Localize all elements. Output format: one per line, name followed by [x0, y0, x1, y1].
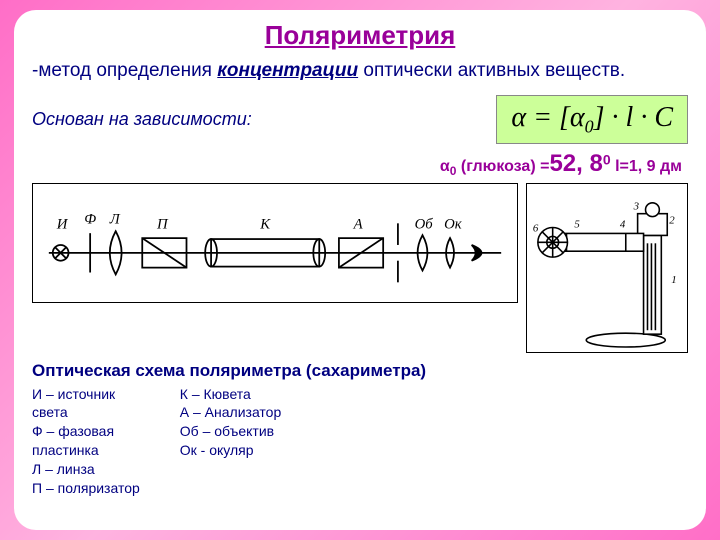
f-sub0: 0: [585, 116, 594, 136]
c-glucose: (глюкоза) =: [456, 158, 549, 175]
svg-text:А: А: [353, 216, 364, 232]
def-prefix: -метод определения: [32, 60, 217, 81]
svg-text:Ок: Ок: [444, 216, 462, 232]
svg-text:6: 6: [533, 222, 539, 234]
slide-title: Поляриметрия: [32, 20, 688, 51]
svg-text:Л: Л: [109, 211, 121, 227]
schema-caption: Оптическая схема поляриметра (сахариметр…: [32, 361, 688, 381]
legend-item: К – Кювета: [180, 385, 281, 404]
svg-text:И: И: [56, 216, 69, 232]
legend: И – источник света Ф – фазовая пластинка…: [32, 385, 688, 498]
c-alpha-val: 52, 8: [549, 150, 602, 177]
f-dot: ·: [633, 102, 654, 133]
c-l-val: 1, 9 дм: [629, 158, 682, 175]
constants-line: α0 (глюкоза) =52, 80 l=1, 9 дм: [32, 150, 682, 178]
svg-text:2: 2: [669, 214, 675, 226]
definition: -метод определения концентрации оптическ…: [32, 59, 688, 83]
optical-svg: И Ф Л П К А Об Ок: [33, 184, 517, 302]
svg-text:Об: Об: [415, 216, 434, 232]
legend-item: П – поляризатор: [32, 479, 140, 498]
optical-schema: И Ф Л П К А Об Ок: [32, 183, 518, 303]
svg-text:3: 3: [633, 200, 640, 212]
formula-box: α = [α0] · l · C: [496, 95, 688, 145]
svg-text:4: 4: [620, 218, 626, 230]
formula-row: Основан на зависимости: α = [α0] · l · C: [32, 95, 688, 145]
svg-text:1: 1: [671, 273, 676, 285]
f-alpha: α: [511, 102, 526, 133]
legend-item: Об – объектив: [180, 422, 281, 441]
legend-item: Ок - окуляр: [180, 441, 281, 460]
svg-text:Ф: Ф: [84, 211, 96, 227]
legend-item: света: [32, 403, 140, 422]
f-eq: = [: [526, 102, 570, 133]
legend-item: пластинка: [32, 441, 140, 460]
svg-text:5: 5: [574, 218, 580, 230]
device-drawing: 1 2 3 4 5 6: [526, 183, 688, 353]
based-on-text: Основан на зависимости:: [32, 109, 476, 130]
c-l-eq: =: [620, 158, 629, 175]
def-underlined: концентрации: [217, 60, 358, 81]
schema-row: И Ф Л П К А Об Ок: [32, 183, 688, 353]
c-alpha-sup: 0: [603, 152, 611, 168]
legend-item: Ф – фазовая: [32, 422, 140, 441]
legend-item: А – Анализатор: [180, 403, 281, 422]
f-close: ] ·: [594, 102, 626, 133]
svg-text:П: П: [156, 216, 169, 232]
c-alpha: α: [440, 158, 450, 175]
slide-card: Поляриметрия -метод определения концентр…: [14, 10, 706, 530]
legend-right: К – Кювета А – Анализатор Об – объектив …: [180, 385, 281, 498]
f-C: C: [654, 102, 673, 133]
def-suffix: оптически активных веществ.: [358, 60, 625, 81]
device-svg: 1 2 3 4 5 6: [527, 184, 687, 352]
legend-item: Л – линза: [32, 460, 140, 479]
legend-item: И – источник: [32, 385, 140, 404]
f-alpha0: α: [570, 102, 585, 133]
svg-text:К: К: [259, 216, 271, 232]
legend-left: И – источник света Ф – фазовая пластинка…: [32, 385, 140, 498]
